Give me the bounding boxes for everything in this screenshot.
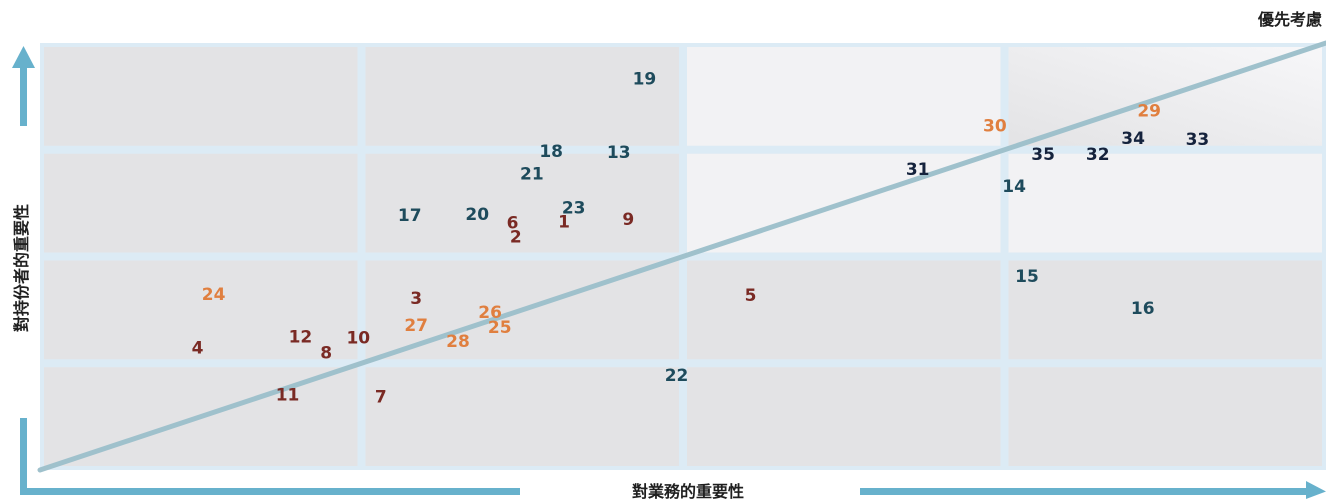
grid-cell [365, 367, 679, 466]
data-point-label: 2 [510, 227, 522, 247]
data-point-label: 29 [1137, 101, 1161, 121]
trend-line-group [37, 40, 1326, 473]
corner-priority-label: 優先考慮 [1257, 10, 1322, 29]
data-point-label: 27 [404, 316, 428, 336]
axis-arrows [12, 46, 1326, 499]
grid-cell [1008, 260, 1322, 360]
data-point-label: 8 [320, 344, 332, 364]
data-point-label: 4 [192, 338, 204, 358]
data-point-label: 14 [1002, 177, 1026, 197]
data-point-label: 7 [375, 387, 387, 407]
data-point-labels: 1234567891011121314151617181920212223242… [192, 69, 1210, 407]
data-point-label: 20 [465, 205, 489, 225]
data-point-label: 30 [983, 116, 1007, 136]
data-point-label: 1 [558, 212, 570, 232]
data-point-label: 23 [562, 198, 586, 218]
data-point-label: 17 [398, 206, 422, 226]
grid-cell [44, 260, 358, 360]
data-point-label: 21 [520, 164, 544, 184]
grid-cell [1008, 367, 1322, 466]
data-point-label: 10 [346, 329, 370, 349]
data-point-label: 25 [488, 318, 512, 338]
y-axis-arrow-shaft [20, 64, 27, 126]
data-point-label: 19 [633, 69, 657, 89]
data-point-label: 3 [410, 289, 422, 309]
data-point-label: 18 [539, 142, 563, 162]
data-point-label: 6 [507, 213, 519, 233]
axis-corner-vertical [20, 418, 27, 495]
grid-cell [1008, 153, 1322, 253]
x-axis-title: 對業務的重要性 [632, 482, 744, 499]
x-axis-arrow-shaft [860, 488, 1310, 495]
grid-cell [365, 153, 679, 253]
diagonal-trend-line [37, 40, 1326, 473]
grid-cell [687, 367, 1001, 466]
data-point-label: 22 [665, 366, 689, 386]
data-point-label: 16 [1131, 299, 1155, 319]
axis-corner-horizontal [20, 488, 520, 495]
grid-cell [687, 47, 1001, 146]
data-point-label: 34 [1121, 129, 1145, 149]
data-point-label: 31 [906, 160, 930, 180]
data-point-label: 13 [607, 143, 631, 163]
data-point-label: 5 [745, 286, 757, 306]
grid-cell [365, 47, 679, 146]
data-point-label: 33 [1186, 130, 1210, 150]
y-axis-arrowhead-icon [12, 46, 35, 68]
data-point-label: 24 [202, 285, 226, 305]
data-point-label: 11 [276, 385, 300, 405]
data-point-label: 28 [446, 332, 470, 352]
data-point-label: 26 [478, 303, 502, 323]
data-point-label: 12 [289, 328, 313, 348]
data-point-label: 15 [1015, 267, 1039, 287]
x-axis-arrowhead-icon [1306, 481, 1326, 499]
grid-cell [44, 153, 358, 253]
grid-cell [687, 260, 1001, 360]
data-point-label: 35 [1031, 145, 1055, 165]
grid-cell [44, 47, 358, 146]
y-axis-title: 對持份者的重要性 [12, 204, 31, 332]
data-point-label: 32 [1086, 145, 1110, 165]
data-point-label: 9 [622, 210, 634, 230]
